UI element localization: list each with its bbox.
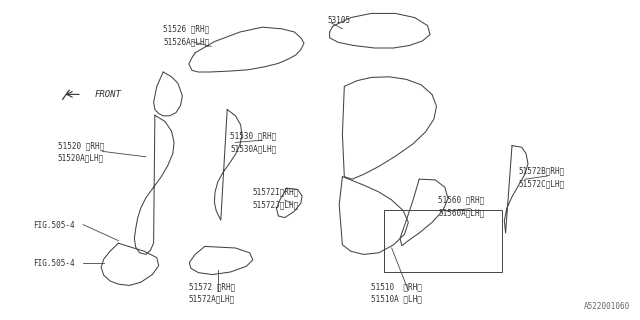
Text: 51572I〈RH〉
51572J〈LH〉: 51572I〈RH〉 51572J〈LH〉: [253, 188, 299, 209]
Text: FIG.505-4: FIG.505-4: [33, 260, 75, 268]
Text: 53105: 53105: [328, 16, 351, 25]
Text: 51530 〈RH〉
51530A〈LH〉: 51530 〈RH〉 51530A〈LH〉: [230, 132, 276, 153]
Text: 51560 〈RH〉
51560A〈LH〉: 51560 〈RH〉 51560A〈LH〉: [438, 196, 484, 217]
Text: 51526 〈RH〉
51526A〈LH〉: 51526 〈RH〉 51526A〈LH〉: [163, 24, 209, 46]
Text: 51572B〈RH〉
51572C〈LH〉: 51572B〈RH〉 51572C〈LH〉: [518, 167, 564, 188]
Text: 51572 〈RH〉
51572A〈LH〉: 51572 〈RH〉 51572A〈LH〉: [189, 282, 235, 304]
Bar: [384, 210, 502, 272]
Text: 51510  〈RH〉
51510A 〈LH〉: 51510 〈RH〉 51510A 〈LH〉: [371, 282, 422, 304]
Text: A522001060: A522001060: [584, 302, 630, 311]
Text: 51520 〈RH〉
51520A〈LH〉: 51520 〈RH〉 51520A〈LH〉: [58, 141, 104, 163]
Text: FIG.505-4: FIG.505-4: [33, 221, 75, 230]
Text: FRONT: FRONT: [95, 90, 122, 99]
